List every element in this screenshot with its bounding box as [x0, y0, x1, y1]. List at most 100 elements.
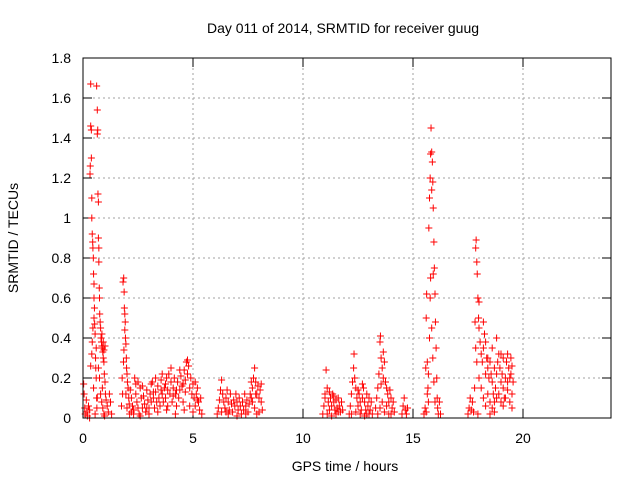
data-point	[177, 372, 185, 380]
data-point	[86, 406, 94, 414]
data-point	[217, 386, 224, 394]
data-point	[118, 402, 125, 410]
data-point	[504, 378, 512, 386]
data-point	[157, 386, 165, 394]
data-point	[466, 394, 474, 402]
data-point	[107, 398, 114, 406]
data-point	[90, 314, 98, 322]
plot-frame	[82, 57, 612, 419]
data-point	[474, 294, 482, 302]
data-point	[497, 350, 505, 358]
data-point	[504, 350, 512, 358]
data-point	[376, 338, 384, 346]
data-point	[334, 394, 342, 402]
data-point	[508, 404, 516, 412]
data-point	[497, 398, 505, 406]
data-point	[174, 378, 182, 386]
data-point	[162, 394, 169, 402]
data-point	[497, 378, 505, 386]
data-point	[379, 374, 387, 382]
data-point	[252, 390, 260, 398]
data-point	[152, 374, 160, 382]
data-point	[147, 380, 155, 388]
data-point	[141, 400, 149, 408]
data-point	[484, 354, 492, 362]
data-point	[255, 394, 263, 402]
data-point	[498, 370, 506, 378]
data-point	[221, 404, 229, 412]
data-point	[490, 408, 498, 416]
data-point	[387, 394, 395, 402]
data-point	[89, 254, 97, 262]
data-point	[94, 190, 102, 198]
data-point	[479, 344, 487, 352]
data-point	[122, 340, 130, 348]
data-point	[356, 410, 364, 418]
data-point	[167, 364, 175, 372]
data-point	[347, 390, 355, 398]
data-point	[100, 370, 108, 378]
data-point	[223, 386, 231, 394]
data-point	[482, 370, 490, 378]
data-point	[185, 362, 193, 370]
data-point	[90, 304, 98, 312]
data-point	[156, 402, 164, 410]
data-point	[105, 390, 113, 398]
data-point	[472, 236, 480, 244]
data-point	[256, 386, 264, 394]
data-point	[121, 318, 129, 326]
data-point	[479, 318, 487, 326]
data-point	[320, 402, 328, 410]
data-point	[92, 354, 100, 362]
data-point	[88, 350, 96, 358]
data-point	[123, 404, 131, 412]
data-point	[240, 406, 248, 414]
data-point	[493, 394, 501, 402]
data-point	[127, 408, 135, 416]
data-point	[423, 390, 431, 398]
data-point	[80, 380, 88, 388]
data-point	[131, 374, 139, 382]
data-point	[192, 390, 200, 398]
data-point	[499, 354, 507, 362]
data-point	[477, 350, 485, 358]
data-point	[433, 374, 441, 382]
data-point	[404, 404, 411, 412]
data-point	[132, 380, 140, 388]
data-point	[424, 370, 432, 378]
data-point	[158, 370, 166, 378]
data-point	[506, 374, 514, 382]
data-point	[322, 366, 330, 374]
data-point	[163, 374, 171, 382]
data-point	[88, 194, 96, 202]
data-point	[120, 288, 128, 296]
data-point	[126, 386, 134, 394]
data-point	[429, 354, 437, 362]
data-point	[486, 410, 494, 418]
data-point	[473, 358, 481, 366]
data-point	[88, 230, 96, 238]
data-point	[140, 392, 147, 400]
data-point	[162, 380, 169, 388]
data-point	[239, 398, 246, 406]
data-point	[154, 408, 162, 416]
data-point	[430, 264, 438, 272]
data-point	[475, 298, 483, 306]
data-point	[119, 358, 127, 366]
x-tick-label: 0	[79, 430, 87, 446]
data-point	[248, 384, 256, 392]
data-point	[485, 374, 493, 382]
data-point	[426, 174, 434, 182]
data-point	[181, 388, 189, 396]
data-point	[435, 398, 443, 406]
data-point	[354, 386, 362, 394]
data-point	[196, 406, 204, 414]
data-point	[100, 358, 108, 366]
y-tick-label: 0.6	[52, 290, 72, 306]
data-point	[100, 346, 108, 354]
x-tick-label: 5	[189, 430, 197, 446]
data-point	[89, 238, 97, 246]
data-point	[127, 394, 135, 402]
data-point	[87, 122, 95, 130]
